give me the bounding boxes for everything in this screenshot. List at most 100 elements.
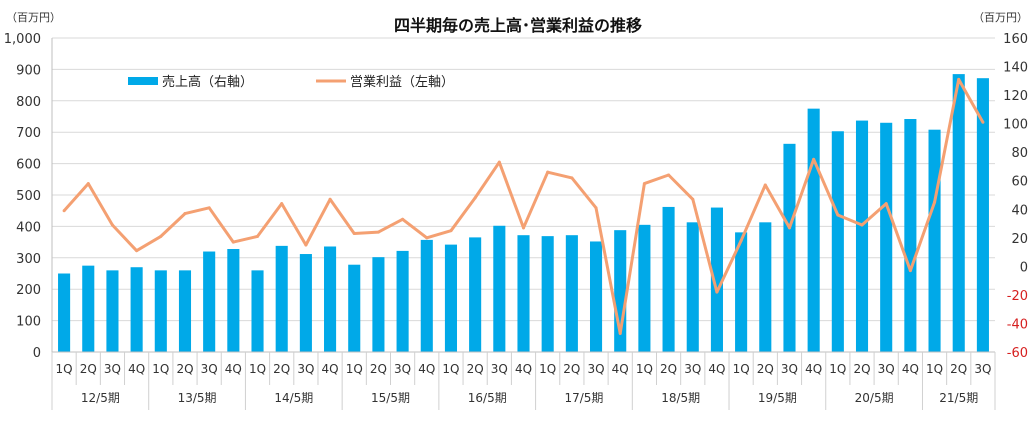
sales-bar — [904, 119, 917, 353]
quarter-label: 3Q — [587, 362, 604, 376]
axes — [51, 38, 996, 410]
profit-line — [62, 77, 985, 335]
right-tick-label: 0 — [1020, 260, 1028, 275]
quarter-label: 1Q — [733, 362, 750, 376]
profit-point — [642, 182, 646, 186]
quarter-label: 4Q — [805, 362, 822, 376]
sales-bar — [82, 265, 95, 352]
profit-point — [497, 160, 501, 164]
sales-bar — [178, 270, 192, 352]
quarter-label: 2Q — [757, 362, 774, 376]
right-tick-label: -60 — [1007, 346, 1028, 361]
sales-bar — [154, 270, 167, 352]
quarter-label: 3Q — [201, 362, 218, 376]
chart-title: 四半期毎の売上高･営業利益の推移 — [394, 16, 642, 35]
quarter-label: 4Q — [225, 362, 242, 376]
profit-point — [135, 249, 139, 253]
quarter-label: 1Q — [249, 362, 266, 376]
sales-bar — [638, 224, 651, 352]
legend-line-label: 営業利益（左軸） — [350, 74, 454, 90]
period-label: 16/5期 — [468, 391, 507, 405]
quarter-label: 1Q — [152, 362, 169, 376]
sales-bar — [783, 143, 796, 352]
period-label: 14/5期 — [274, 391, 313, 405]
sales-bar — [106, 270, 119, 352]
profit-point — [449, 229, 453, 233]
profit-point — [159, 234, 163, 238]
quarter-label: 4Q — [515, 362, 532, 376]
left-tick-label: 600 — [16, 158, 41, 173]
sales-bar — [807, 108, 820, 353]
quarter-label: 1Q — [829, 362, 846, 376]
quarter-label: 3Q — [781, 362, 798, 376]
quarter-label: 2Q — [467, 362, 484, 376]
right-tick-label: 40 — [1011, 203, 1028, 218]
sales-bar — [203, 251, 216, 352]
right-tick-label: 60 — [1011, 175, 1028, 190]
profit-point — [425, 236, 429, 240]
profit-point — [787, 226, 791, 230]
quarter-label: 3Q — [974, 362, 991, 376]
sales-bar — [976, 78, 989, 352]
sales-bar — [372, 257, 385, 352]
left-tick-label: 700 — [16, 126, 41, 141]
quarter-label: 3Q — [394, 362, 411, 376]
sales-bar — [275, 245, 288, 352]
profit-point — [546, 170, 550, 174]
sales-bar — [396, 250, 409, 352]
left-tick-label: 300 — [16, 252, 41, 267]
profit-point — [570, 176, 574, 180]
left-tick-label: 0 — [33, 346, 41, 361]
quarter-label: 3Q — [297, 362, 314, 376]
sales-bar — [469, 237, 482, 352]
profit-point — [812, 157, 816, 161]
profit-point — [231, 240, 235, 244]
profit-point — [328, 197, 332, 201]
period-label: 19/5期 — [758, 391, 797, 405]
sales-bar — [541, 236, 554, 352]
quarter-label: 3Q — [491, 362, 508, 376]
sales-bar — [324, 246, 337, 352]
profit-point — [667, 173, 671, 177]
quarter-label: 2Q — [950, 362, 967, 376]
quarter-label: 1Q — [539, 362, 556, 376]
profit-point — [62, 209, 66, 213]
sales-bar — [444, 244, 458, 352]
right-tick-label: 20 — [1011, 232, 1028, 247]
quarter-label: 1Q — [346, 362, 363, 376]
right-tick-label: 80 — [1011, 146, 1028, 161]
quarter-label: 4Q — [418, 362, 435, 376]
left-tick-label: 400 — [16, 220, 41, 235]
sales-bar — [251, 270, 264, 352]
sales-bar — [493, 225, 506, 352]
profit-point — [522, 226, 525, 230]
profit-point — [618, 331, 622, 335]
quarter-label: 2Q — [853, 362, 870, 376]
quarter-label: 2Q — [273, 362, 290, 376]
period-label: 21/5期 — [939, 391, 978, 405]
period-label: 20/5期 — [855, 391, 894, 405]
profit-point — [110, 223, 114, 227]
legend-bar-label: 売上高（右軸） — [162, 74, 253, 90]
period-label: 15/5期 — [371, 391, 410, 405]
period-label: 12/5期 — [81, 391, 120, 405]
right-tick-label: 160 — [1003, 32, 1028, 47]
left-tick-label: 500 — [16, 189, 41, 204]
left-tick-label: 900 — [16, 63, 41, 78]
profit-point — [981, 120, 985, 124]
sales-bar — [130, 267, 143, 352]
profit-point — [715, 290, 719, 294]
left-tick-label: 800 — [16, 95, 41, 110]
quarter-label: 3Q — [104, 362, 121, 376]
period-label: 18/5期 — [661, 391, 700, 405]
sales-bar — [58, 273, 71, 352]
profit-point — [401, 217, 405, 221]
quarter-label: 2Q — [80, 362, 97, 376]
quarter-label: 2Q — [370, 362, 387, 376]
profit-point — [860, 223, 864, 227]
sales-bar — [710, 207, 723, 352]
sales-bar — [348, 264, 361, 352]
right-tick-label: -20 — [1007, 289, 1028, 304]
profit-point — [836, 213, 840, 217]
quarter-label: 4Q — [612, 362, 629, 376]
